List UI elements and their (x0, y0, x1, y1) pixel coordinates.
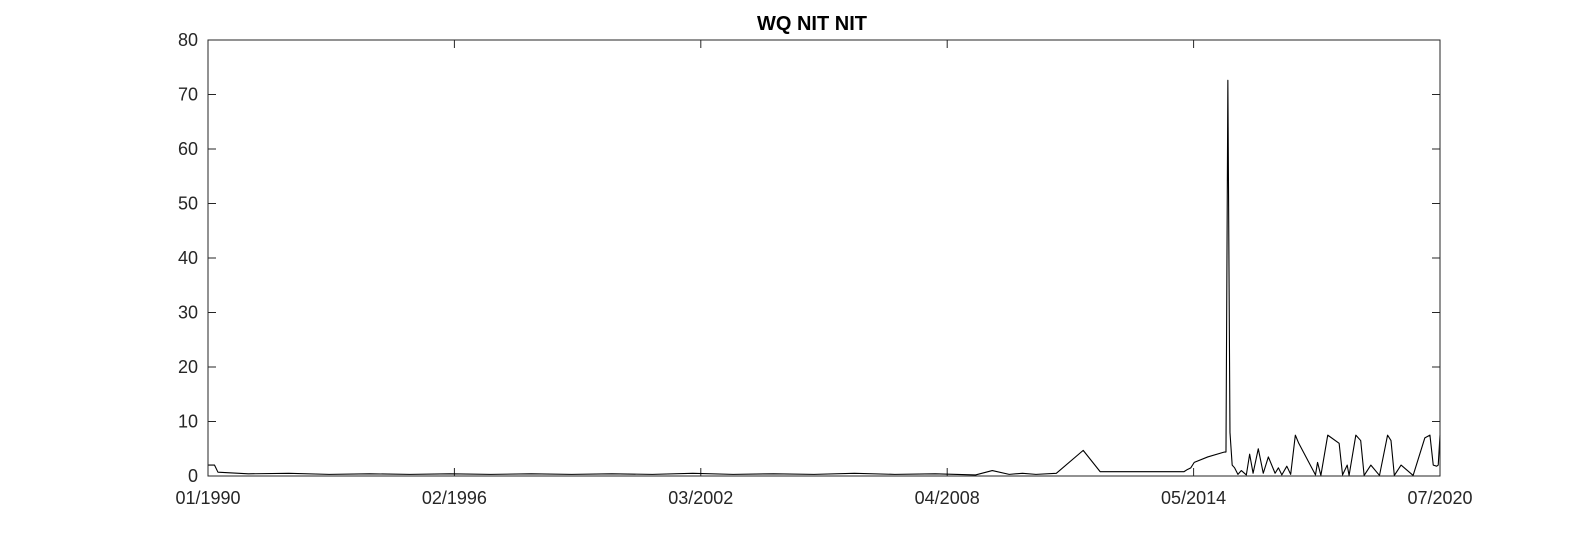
y-tick-label: 50 (178, 194, 198, 214)
x-tick-label: 05/2014 (1161, 488, 1226, 508)
x-tick-label: 07/2020 (1407, 488, 1472, 508)
y-tick-label: 60 (178, 139, 198, 159)
plot-area-frame (207, 39, 1441, 477)
y-tick-label: 80 (178, 30, 198, 50)
chart-title: WQ NIT NIT (757, 13, 867, 35)
y-tick-label: 0 (188, 466, 198, 486)
y-tick-label: 10 (178, 412, 198, 432)
axis-ticks (207, 39, 1441, 477)
data-series-line (208, 79, 1441, 476)
x-tick-label: 04/2008 (915, 488, 980, 508)
axis-tick-labels: 0 10 20 30 40 50 60 70 80 01/1990 02/1996 03/2002 04… (175, 30, 1472, 508)
y-tick-label: 30 (178, 303, 198, 323)
y-tick-label: 20 (178, 357, 198, 377)
x-tick-label: 02/1996 (422, 488, 487, 508)
y-tick-label: 40 (178, 248, 198, 268)
y-tick-label: 70 (178, 85, 198, 105)
x-tick-label: 03/2002 (668, 488, 733, 508)
x-tick-label: 01/1990 (175, 488, 240, 508)
